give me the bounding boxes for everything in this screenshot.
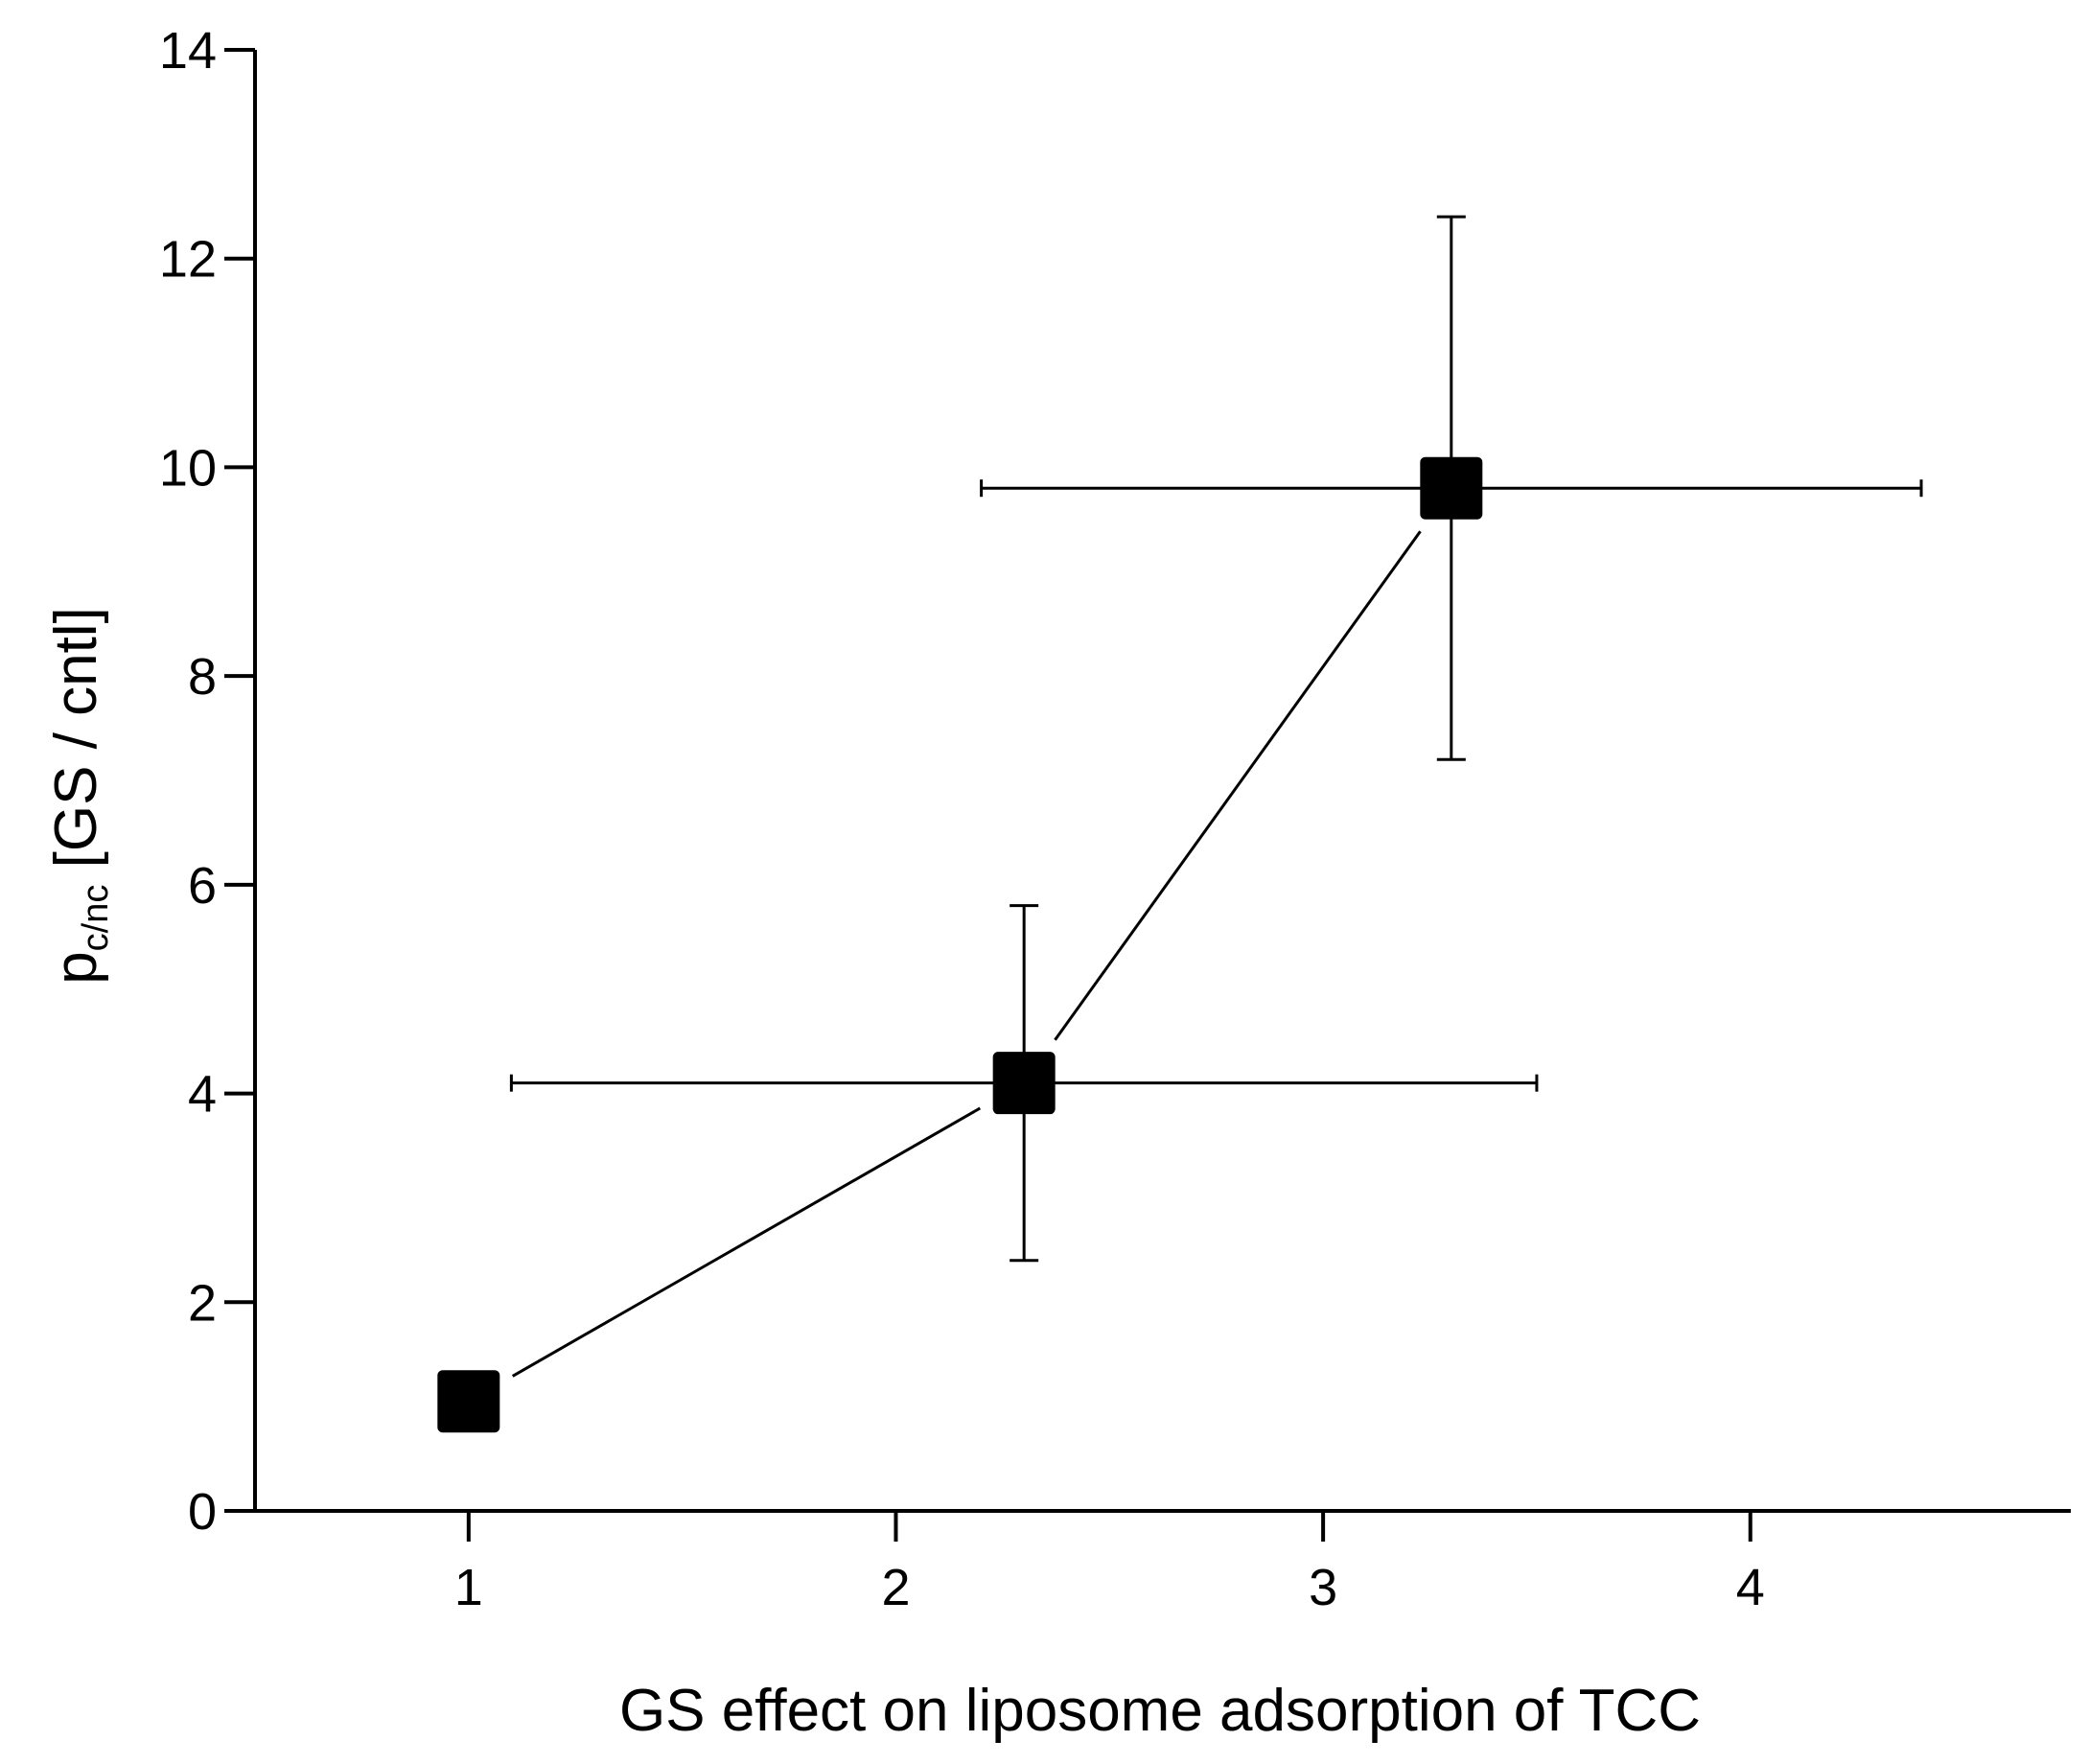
plot-area bbox=[437, 215, 1923, 1433]
y-axis-title-suffix: [GS / cntl] bbox=[43, 607, 109, 884]
y-axis-title-subscript: c/nc bbox=[76, 885, 116, 952]
y-tick-label: 12 bbox=[159, 231, 217, 289]
y-tick-label: 4 bbox=[188, 1066, 217, 1124]
y-axis-title-main: p bbox=[43, 951, 109, 984]
y-tick-label: 2 bbox=[188, 1274, 217, 1332]
y-tick-label: 6 bbox=[188, 857, 217, 915]
data-point-marker bbox=[437, 1370, 500, 1433]
connecting-line bbox=[511, 1106, 982, 1378]
y-axis-ticks: 0 2 4 6 8 10 12 14 bbox=[159, 22, 255, 1541]
x-tick-label: 4 bbox=[1736, 1559, 1765, 1616]
y-tick-label: 0 bbox=[188, 1483, 217, 1541]
x-tick-label: 3 bbox=[1309, 1559, 1337, 1616]
y-tick-label: 8 bbox=[188, 648, 217, 706]
x-axis-ticks: 1 2 3 4 bbox=[454, 1511, 1765, 1616]
x-tick-label: 1 bbox=[454, 1559, 483, 1616]
y-axis-title: pc/nc [GS / cntl] bbox=[43, 607, 116, 985]
data-point-marker bbox=[1420, 456, 1483, 520]
y-tick-label: 10 bbox=[159, 439, 217, 497]
y-tick-label: 14 bbox=[159, 22, 217, 80]
x-tick-label: 2 bbox=[881, 1559, 910, 1616]
connecting-line bbox=[1054, 530, 1422, 1041]
x-axis-title: GS effect on liposome adsorption of TCC bbox=[619, 1678, 1701, 1744]
data-point-marker bbox=[992, 1052, 1056, 1115]
